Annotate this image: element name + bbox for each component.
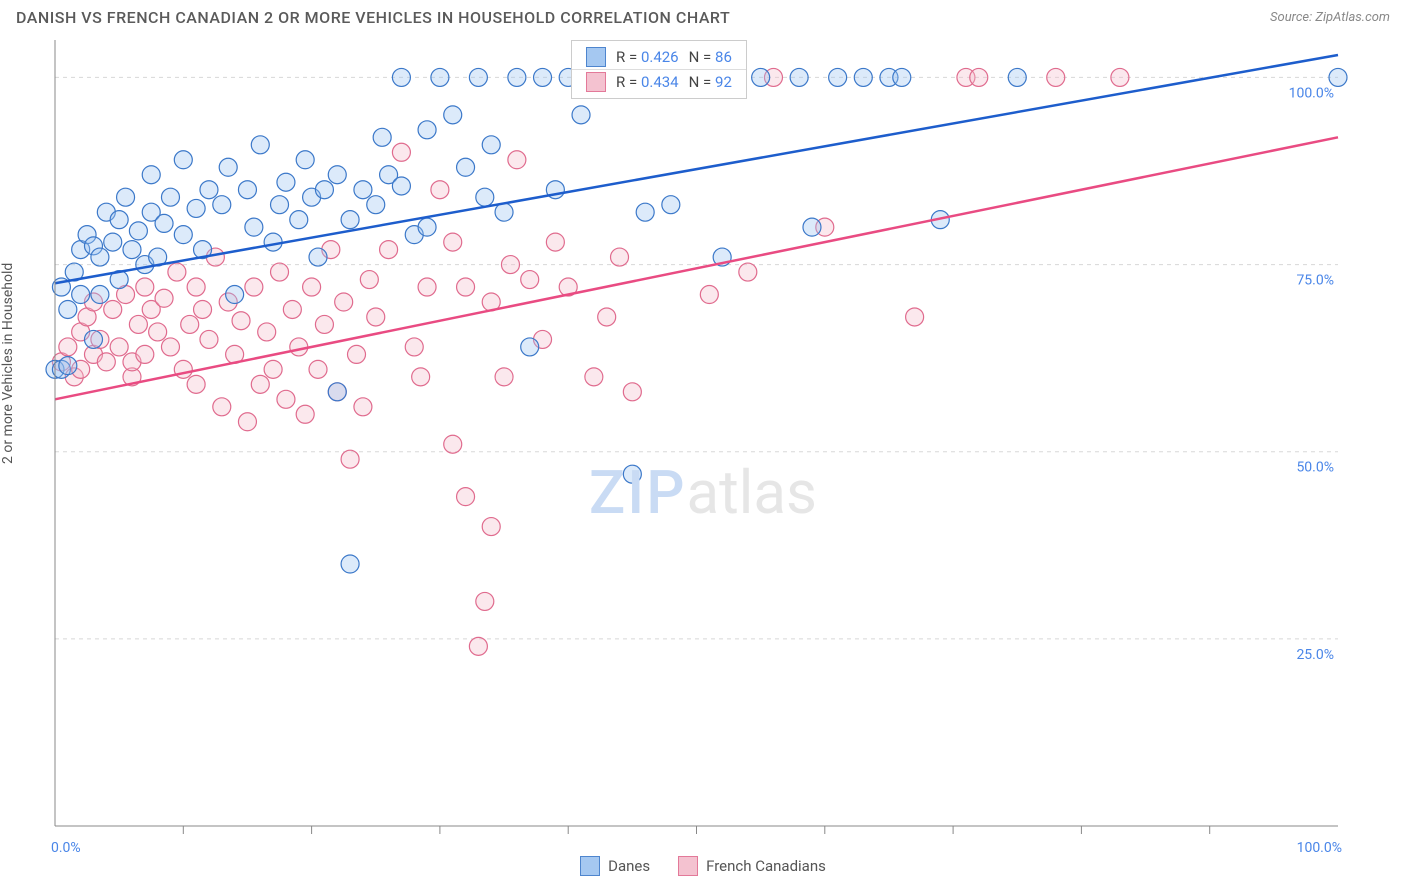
- r-stat-french: R = 0.434: [616, 73, 679, 91]
- svg-text:50.0%: 50.0%: [1296, 460, 1334, 476]
- n-stat-french: N = 92: [689, 73, 732, 91]
- chart-title: DANISH VS FRENCH CANADIAN 2 OR MORE VEHI…: [16, 8, 730, 27]
- correlation-legend: R = 0.426 N = 86 R = 0.434 N = 92: [571, 40, 747, 99]
- r-stat-danes: R = 0.426: [616, 48, 679, 66]
- source-attribution: Source: ZipAtlas.com: [1270, 10, 1390, 25]
- legend-item-french: French Canadians: [678, 856, 826, 876]
- svg-text:25.0%: 25.0%: [1296, 647, 1334, 663]
- series-legend: Danes French Canadians: [0, 856, 1406, 876]
- scatter-plot-svg: 25.0% 50.0% 75.0% 100.0% 0.0% 100.0%: [0, 36, 1406, 892]
- swatch-danes: [580, 856, 600, 876]
- legend-label-danes: Danes: [608, 857, 650, 875]
- swatch-french: [678, 856, 698, 876]
- swatch-french: [586, 72, 606, 92]
- legend-item-danes: Danes: [580, 856, 650, 876]
- legend-row-danes: R = 0.426 N = 86: [572, 45, 746, 69]
- n-stat-danes: N = 86: [689, 48, 732, 66]
- svg-text:100.0%: 100.0%: [1289, 85, 1334, 101]
- legend-row-french: R = 0.434 N = 92: [572, 69, 746, 94]
- svg-text:100.0%: 100.0%: [1297, 840, 1342, 856]
- legend-label-french: French Canadians: [706, 857, 826, 875]
- svg-text:0.0%: 0.0%: [51, 840, 81, 856]
- chart-area: 2 or more Vehicles in Household 25.0% 50.…: [0, 36, 1406, 892]
- swatch-danes: [586, 47, 606, 67]
- svg-text:75.0%: 75.0%: [1296, 273, 1334, 289]
- y-axis-label: 2 or more Vehicles in Household: [0, 263, 16, 464]
